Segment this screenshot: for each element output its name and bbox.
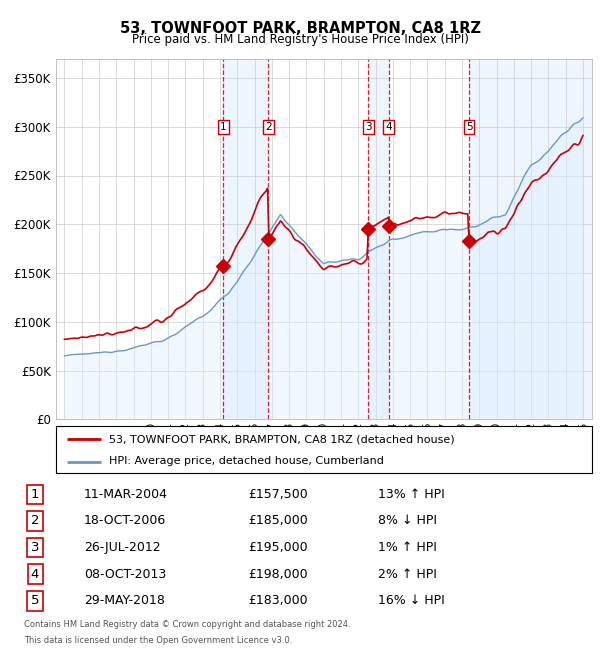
Bar bbox=[368, 58, 389, 419]
Text: £198,000: £198,000 bbox=[248, 568, 308, 581]
Text: 2: 2 bbox=[31, 515, 39, 528]
Text: £195,000: £195,000 bbox=[248, 541, 308, 554]
Text: 18-OCT-2006: 18-OCT-2006 bbox=[84, 515, 166, 528]
Text: Price paid vs. HM Land Registry's House Price Index (HPI): Price paid vs. HM Land Registry's House … bbox=[131, 32, 469, 46]
Text: 5: 5 bbox=[466, 122, 472, 132]
Text: 1% ↑ HPI: 1% ↑ HPI bbox=[378, 541, 437, 554]
Text: £185,000: £185,000 bbox=[248, 515, 308, 528]
Text: 3: 3 bbox=[365, 122, 371, 132]
Text: £157,500: £157,500 bbox=[248, 488, 308, 500]
Text: 53, TOWNFOOT PARK, BRAMPTON, CA8 1RZ (detached house): 53, TOWNFOOT PARK, BRAMPTON, CA8 1RZ (de… bbox=[109, 434, 455, 444]
Text: 1: 1 bbox=[220, 122, 227, 132]
Text: 16% ↓ HPI: 16% ↓ HPI bbox=[378, 594, 445, 607]
Bar bbox=[469, 58, 592, 419]
Text: 29-MAY-2018: 29-MAY-2018 bbox=[84, 594, 165, 607]
Text: 1: 1 bbox=[31, 488, 39, 500]
Text: 2% ↑ HPI: 2% ↑ HPI bbox=[378, 568, 437, 581]
Text: 4: 4 bbox=[31, 568, 39, 581]
Text: £183,000: £183,000 bbox=[248, 594, 308, 607]
Text: 11-MAR-2004: 11-MAR-2004 bbox=[84, 488, 168, 500]
Text: HPI: Average price, detached house, Cumberland: HPI: Average price, detached house, Cumb… bbox=[109, 456, 384, 467]
Text: 26-JUL-2012: 26-JUL-2012 bbox=[84, 541, 161, 554]
Text: 13% ↑ HPI: 13% ↑ HPI bbox=[378, 488, 445, 500]
Text: 5: 5 bbox=[31, 594, 39, 607]
Text: 2: 2 bbox=[265, 122, 272, 132]
Text: 53, TOWNFOOT PARK, BRAMPTON, CA8 1RZ: 53, TOWNFOOT PARK, BRAMPTON, CA8 1RZ bbox=[119, 21, 481, 36]
Text: 4: 4 bbox=[386, 122, 392, 132]
Text: This data is licensed under the Open Government Licence v3.0.: This data is licensed under the Open Gov… bbox=[24, 636, 292, 645]
Text: 08-OCT-2013: 08-OCT-2013 bbox=[84, 568, 166, 581]
Text: 3: 3 bbox=[31, 541, 39, 554]
Text: Contains HM Land Registry data © Crown copyright and database right 2024.: Contains HM Land Registry data © Crown c… bbox=[24, 620, 350, 629]
Text: 8% ↓ HPI: 8% ↓ HPI bbox=[378, 515, 437, 528]
Bar bbox=[223, 58, 268, 419]
